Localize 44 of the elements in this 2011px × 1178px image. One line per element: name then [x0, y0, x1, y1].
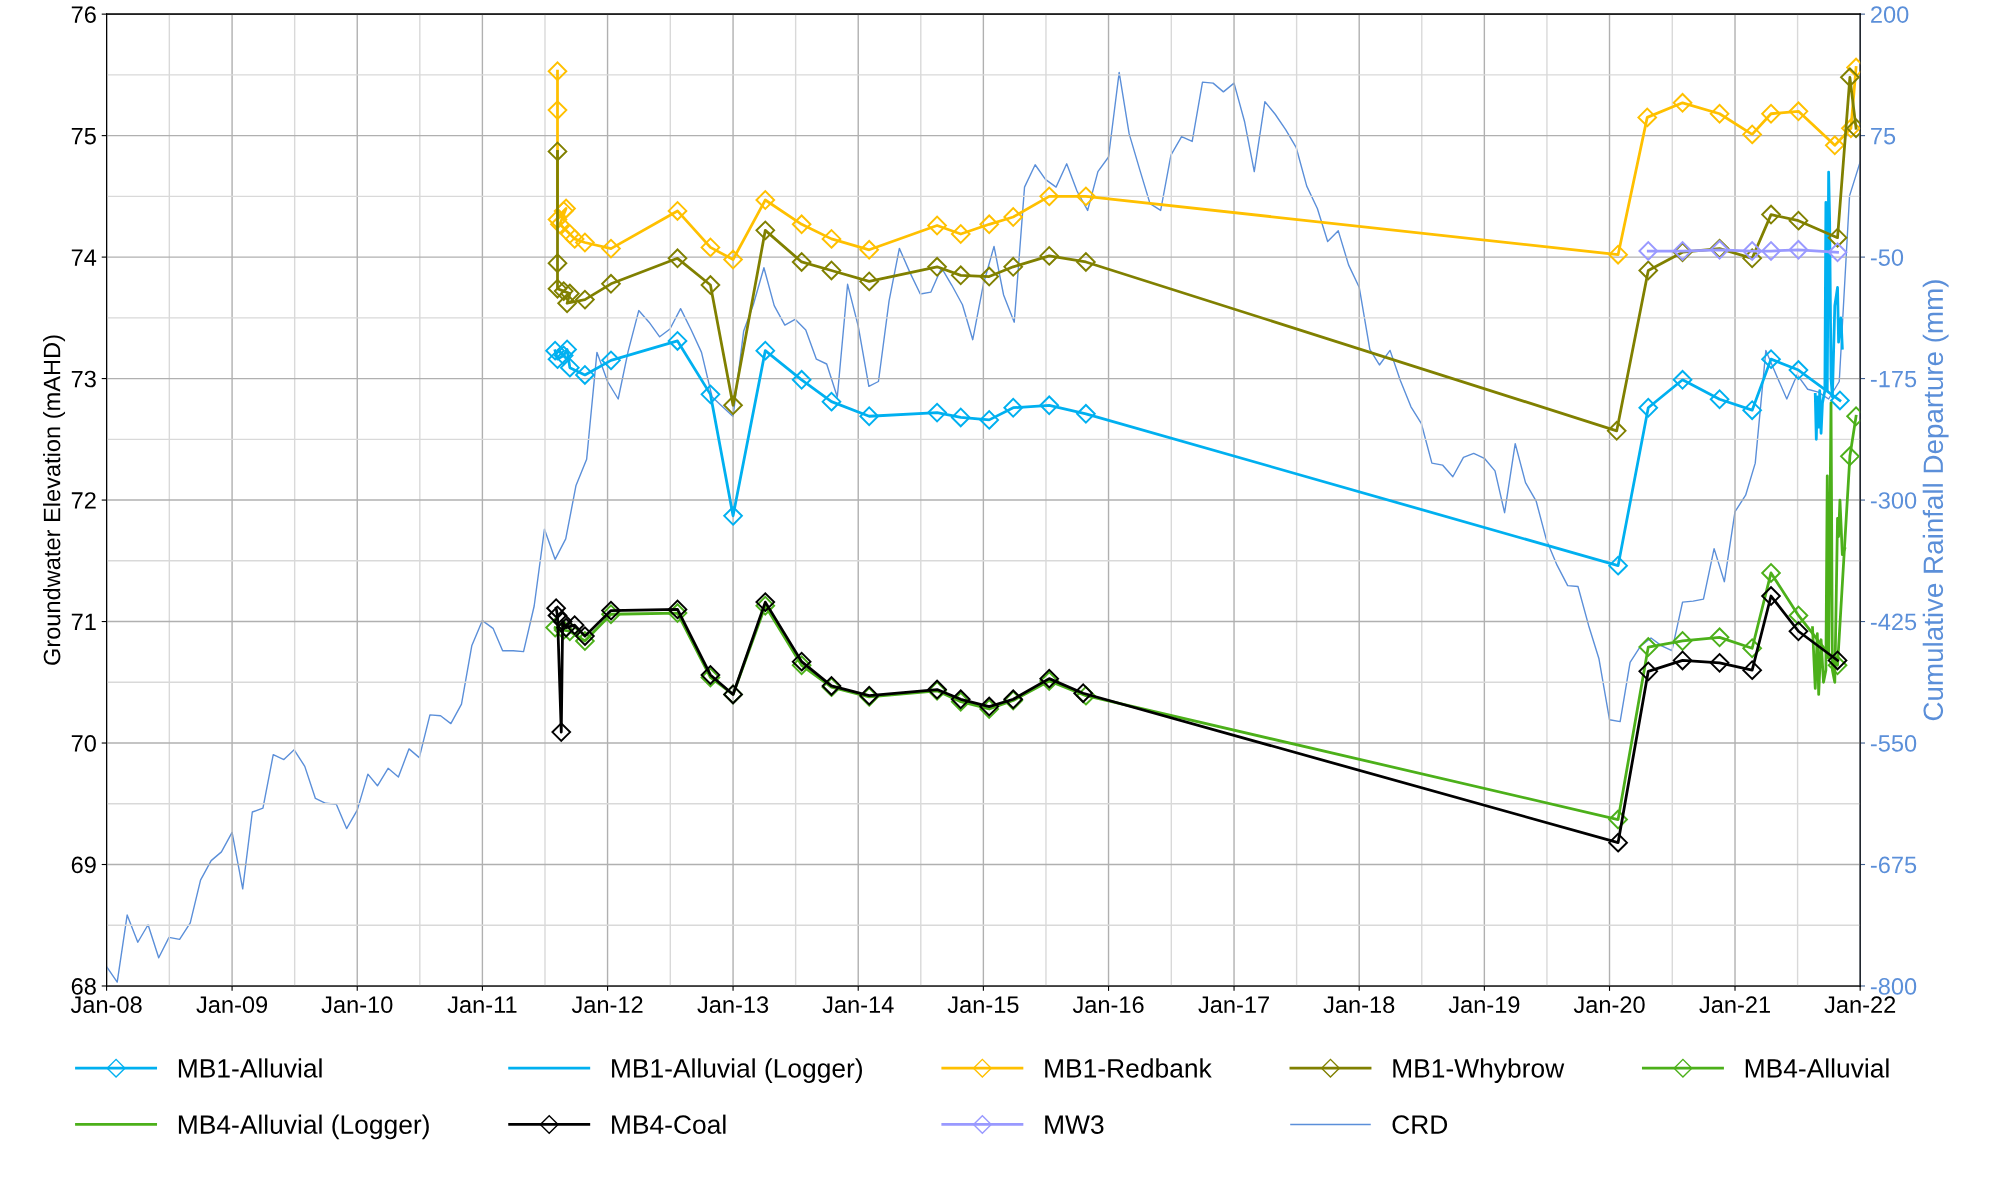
x-tick-label: Jan-09 — [196, 996, 268, 1014]
x-tick-label: Jan-14 — [822, 996, 894, 1014]
x-tick-label: Jan-21 — [1699, 996, 1770, 1014]
x-tick-label: Jan-17 — [1198, 996, 1269, 1014]
y-tick-label: 68 — [71, 978, 96, 995]
x-tick-label: Jan-16 — [1072, 996, 1144, 1014]
y-tick-label: 75 — [71, 127, 96, 145]
legend-label: MB1-Redbank — [1045, 1058, 1212, 1078]
y-tick-label: 73 — [71, 370, 96, 388]
legend-label: MB4-Alluvial — [1745, 1058, 1889, 1078]
legend-label: MB1-Whybrow — [1393, 1058, 1565, 1083]
x-tick-label: Jan-10 — [321, 996, 393, 1014]
x-tick-label: Jan-08 — [70, 996, 142, 1014]
y2-tick-label: -300 — [1870, 492, 1917, 509]
y2-tick-label: 200 — [1871, 6, 1909, 23]
legend-label: CRD — [1392, 1115, 1448, 1134]
y-tick-label: 70 — [71, 735, 96, 752]
x-tick-label: Jan-19 — [1448, 996, 1520, 1014]
x-tick-label: Jan-13 — [697, 996, 769, 1014]
y2-tick-label: -175 — [1870, 370, 1917, 388]
y2-tick-label: -800 — [1870, 978, 1917, 995]
y2-tick-label: 75 — [1871, 127, 1896, 145]
x-tick-label: Jan-22 — [1824, 996, 1896, 1014]
legend-label: MB1-Alluvial (Logger) — [612, 1058, 862, 1083]
y-tick-label: 74 — [71, 249, 97, 266]
y2-tick-label: -425 — [1870, 613, 1917, 631]
x-tick-label: Jan-11 — [447, 996, 517, 1014]
y2-tick-label: -675 — [1870, 856, 1917, 874]
y2-axis-title: Cumulative Rainfall Departure (mm) — [1922, 280, 1949, 721]
x-tick-label: Jan-18 — [1323, 996, 1395, 1014]
y2-tick-label: -50 — [1870, 249, 1904, 266]
x-tick-label: Jan-12 — [571, 996, 643, 1014]
y-axis-title: Groundwater Elevation (mAHD) — [43, 335, 66, 665]
y-tick-label: 71 — [71, 613, 96, 631]
legend-label: MB4-Coal — [612, 1114, 726, 1134]
legend-label: MB1-Alluvial — [178, 1058, 322, 1078]
y-tick-label: 76 — [71, 6, 96, 23]
x-tick-label: Jan-15 — [947, 996, 1019, 1014]
y-tick-label: 72 — [71, 492, 96, 509]
legend-label: MW3 — [1045, 1115, 1104, 1134]
x-tick-label: Jan-20 — [1573, 996, 1645, 1014]
y2-tick-label: -550 — [1870, 735, 1917, 752]
y-tick-label: 69 — [71, 856, 96, 874]
legend-label: MB4-Alluvial (Logger) — [178, 1114, 429, 1140]
